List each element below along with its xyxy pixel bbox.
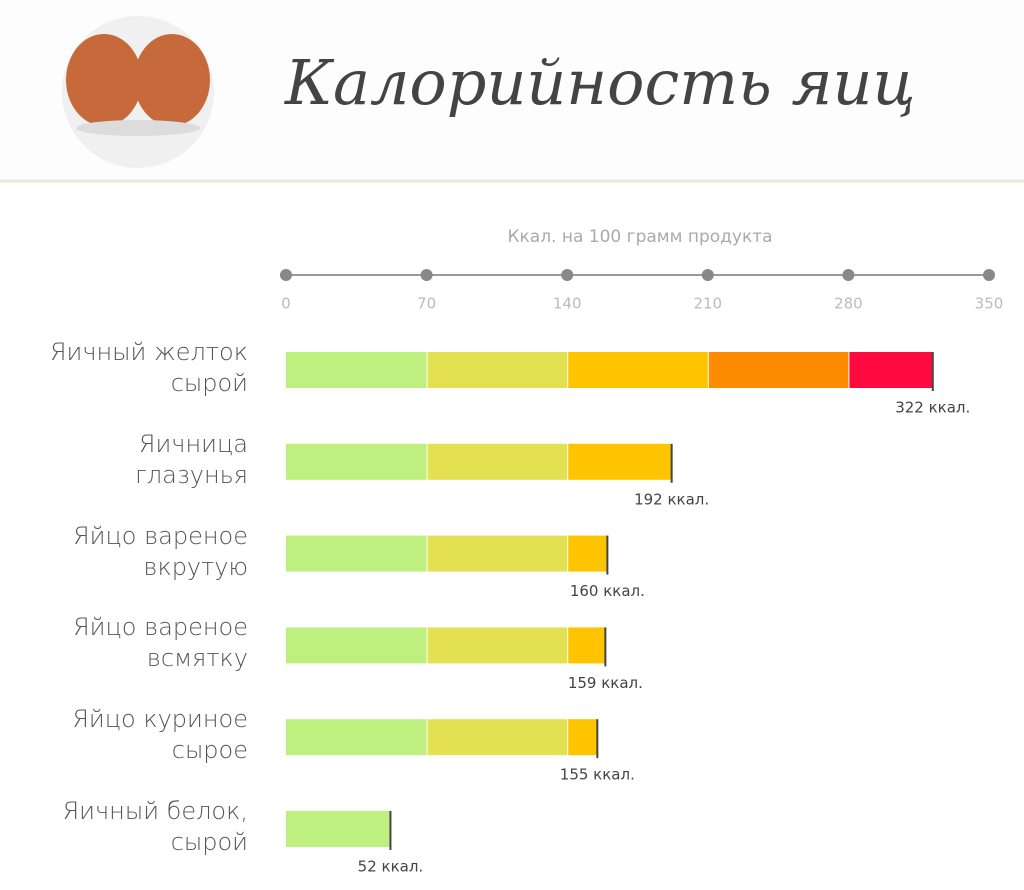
category-label: Яйцо вареное вкрутую bbox=[72, 521, 248, 581]
tick-dot bbox=[842, 269, 855, 281]
bar-segment bbox=[427, 443, 568, 480]
bar-segment bbox=[286, 719, 427, 756]
value-label: 160 ккал. bbox=[570, 582, 645, 600]
tick-dot bbox=[983, 269, 995, 281]
egg-icon bbox=[62, 16, 214, 168]
value-label: 159 ккал. bbox=[568, 674, 643, 692]
x-tick-label: 140 bbox=[553, 295, 582, 313]
value-label: 155 ккал. bbox=[560, 766, 635, 784]
chart-title: Калорийность яиц bbox=[284, 46, 916, 119]
bar-segment bbox=[286, 627, 427, 664]
bar-segment bbox=[708, 352, 849, 388]
x-tick-label: 350 bbox=[975, 295, 1004, 313]
bar-segment bbox=[568, 627, 606, 664]
category-label: Яичный белок, сырой bbox=[62, 797, 248, 856]
value-label: 52 ккал. bbox=[358, 858, 424, 876]
x-tick-label: 0 bbox=[281, 295, 291, 313]
tick-dot bbox=[420, 269, 433, 281]
category-label: Яйцо вареное всмятку bbox=[72, 613, 248, 673]
tick-dot bbox=[701, 269, 714, 281]
category-label: Яичный желток сырой bbox=[49, 338, 248, 397]
bar-segment bbox=[427, 627, 568, 664]
tick-dot bbox=[280, 269, 292, 281]
bar-segment bbox=[849, 352, 933, 388]
bar-segment bbox=[286, 443, 427, 480]
x-tick-label: 70 bbox=[417, 295, 436, 313]
bar-segment bbox=[427, 719, 568, 756]
x-tick-label: 210 bbox=[693, 295, 722, 313]
category-label: Яичница глазунья bbox=[134, 429, 248, 489]
bar-segment bbox=[568, 535, 608, 572]
bar-segment bbox=[427, 535, 568, 572]
bar-segment bbox=[568, 719, 598, 756]
bar-segment bbox=[568, 443, 672, 480]
value-label: 192 ккал. bbox=[634, 490, 709, 508]
bar-segment bbox=[286, 811, 391, 847]
bar-segment bbox=[286, 352, 427, 388]
category-label: Яйцо куриное сырое bbox=[72, 705, 248, 765]
x-tick-label: 280 bbox=[834, 295, 863, 313]
value-label: 322 ккал. bbox=[895, 399, 970, 417]
x-axis-title: Ккал. на 100 грамм продукта bbox=[507, 227, 772, 247]
bar-segment bbox=[286, 535, 427, 572]
bar-segment bbox=[427, 352, 568, 388]
tick-dot bbox=[561, 269, 574, 281]
bar-segment bbox=[568, 352, 708, 388]
